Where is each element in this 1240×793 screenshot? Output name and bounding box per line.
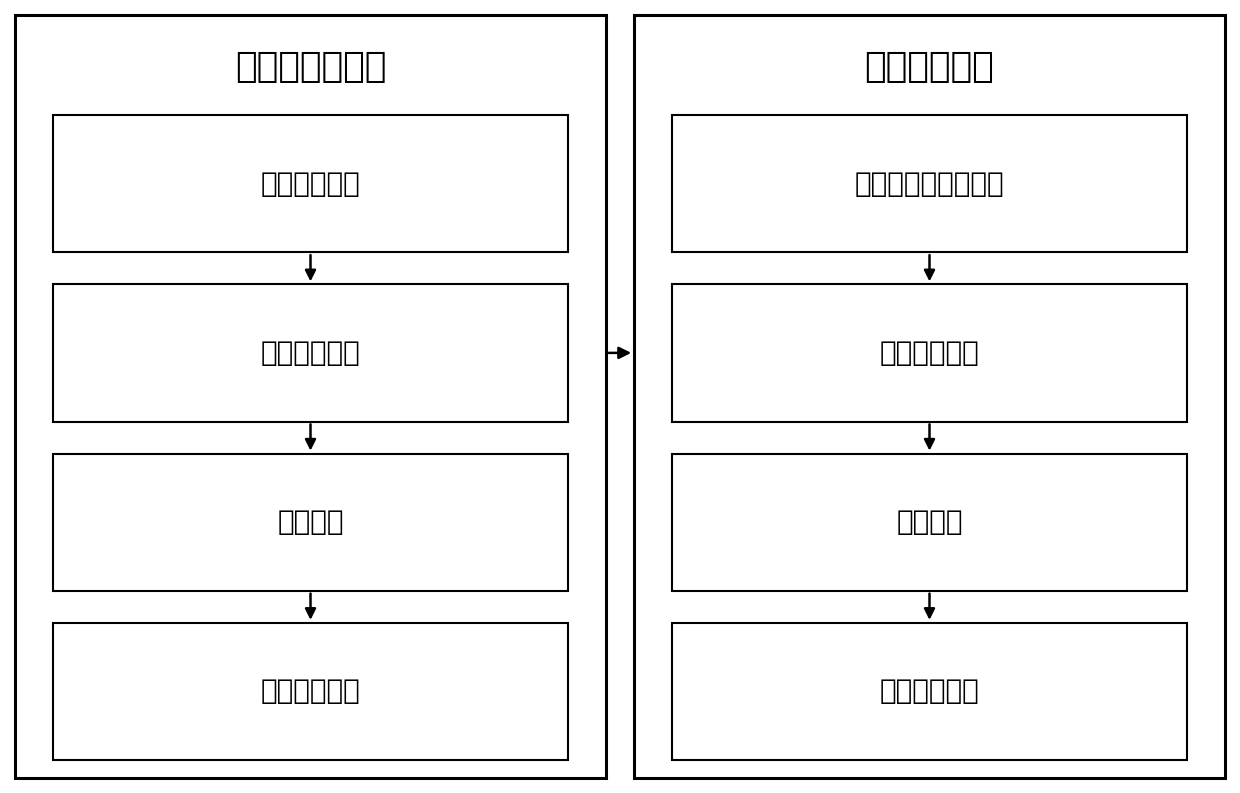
Bar [15, 15, 606, 778]
Bar [53, 284, 568, 422]
Text: 数据分析部分: 数据分析部分 [864, 50, 994, 84]
Text: 分类模块: 分类模块 [897, 508, 962, 536]
Bar [672, 284, 1187, 422]
Text: 主动脉缩窄判别模块: 主动脉缩窄判别模块 [854, 170, 1004, 197]
Bar [672, 623, 1187, 760]
Bar [53, 115, 568, 252]
Text: 数据读取模块: 数据读取模块 [260, 170, 361, 197]
Text: 结果显示模块: 结果显示模块 [879, 677, 980, 706]
Text: 三维重建模块: 三维重建模块 [260, 677, 361, 706]
Text: 特征提取模块: 特征提取模块 [879, 339, 980, 367]
Text: 二维切片模块: 二维切片模块 [260, 339, 361, 367]
Text: 分割模块: 分割模块 [278, 508, 343, 536]
Bar [53, 623, 568, 760]
Bar [53, 454, 568, 591]
Bar [672, 454, 1187, 591]
Bar [672, 115, 1187, 252]
Text: 数据预处理部分: 数据预处理部分 [234, 50, 386, 84]
Bar [634, 15, 1225, 778]
